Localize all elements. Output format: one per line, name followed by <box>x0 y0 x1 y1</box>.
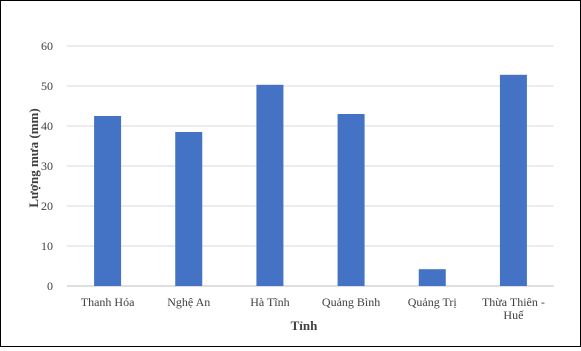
bar <box>499 74 527 286</box>
gridlines <box>67 45 554 287</box>
bar <box>175 132 203 286</box>
y-axis-title: Lượng mưa (mm) <box>26 108 41 207</box>
x-tick-label: Nghệ An <box>167 295 210 309</box>
y-tick-labels: 0 10 20 30 40 50 60 <box>41 39 53 293</box>
bars <box>94 74 527 286</box>
y-tick-label: 50 <box>41 79 53 93</box>
x-tick-label: Hà Tĩnh <box>250 295 289 309</box>
x-tick-labels: Thanh Hóa Nghệ An Hà Tĩnh Quảng Bình Quảng T… <box>81 295 545 322</box>
bar <box>256 84 284 286</box>
x-tick-label: Quảng Bình <box>322 295 380 309</box>
bar <box>337 114 365 286</box>
bar <box>418 269 446 286</box>
bar <box>94 116 122 286</box>
y-tick-label: 0 <box>47 279 53 293</box>
x-tick-label: Thừa Thiên -Huế <box>482 295 545 322</box>
y-tick-label: 10 <box>41 239 53 253</box>
bar-chart: 0 10 20 30 40 50 60 Thanh Hóa Nghệ An Hà Tĩnh Quả… <box>26 39 554 333</box>
x-tick-label: Quảng Trị <box>408 295 458 309</box>
x-axis-title: Tỉnh <box>291 318 319 333</box>
y-tick-label: 30 <box>41 159 53 173</box>
y-tick-label: 40 <box>41 119 53 133</box>
y-tick-label: 60 <box>41 39 53 53</box>
x-tick-label: Thanh Hóa <box>81 295 135 309</box>
y-tick-label: 20 <box>41 199 53 213</box>
